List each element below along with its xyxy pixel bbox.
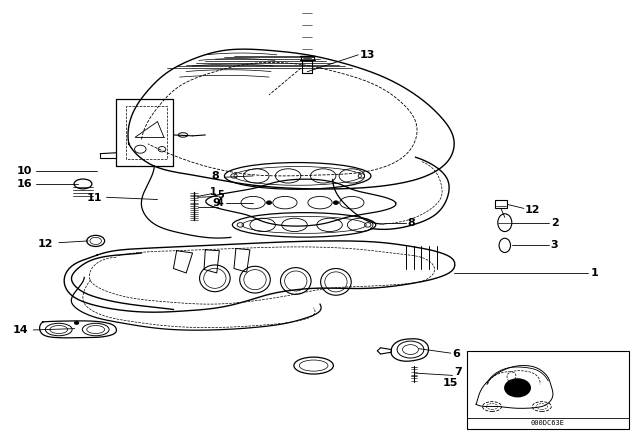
Text: 8: 8 — [407, 218, 415, 228]
Circle shape — [505, 379, 531, 397]
Text: 11: 11 — [86, 193, 102, 203]
Ellipse shape — [266, 201, 271, 204]
Text: 5: 5 — [217, 190, 223, 200]
Text: 15: 15 — [442, 379, 458, 388]
Text: 12: 12 — [38, 239, 54, 249]
Text: 3: 3 — [550, 241, 558, 250]
Text: 12: 12 — [525, 205, 541, 215]
Text: 7: 7 — [454, 367, 461, 377]
Text: 2: 2 — [550, 218, 559, 228]
Text: 6: 6 — [452, 349, 460, 359]
Text: 000DC63E: 000DC63E — [531, 420, 564, 426]
Bar — [495, 200, 508, 208]
Ellipse shape — [333, 201, 339, 204]
Text: 13: 13 — [360, 50, 375, 60]
Ellipse shape — [74, 321, 79, 324]
Text: 8: 8 — [212, 171, 220, 181]
Text: 1: 1 — [591, 268, 598, 278]
Text: 14: 14 — [13, 325, 28, 335]
Bar — [467, 351, 629, 429]
Text: 10: 10 — [17, 167, 32, 177]
Text: 16: 16 — [17, 179, 32, 189]
Text: 4: 4 — [217, 198, 223, 207]
Text: 9: 9 — [212, 198, 221, 207]
Text: 1: 1 — [211, 187, 217, 197]
